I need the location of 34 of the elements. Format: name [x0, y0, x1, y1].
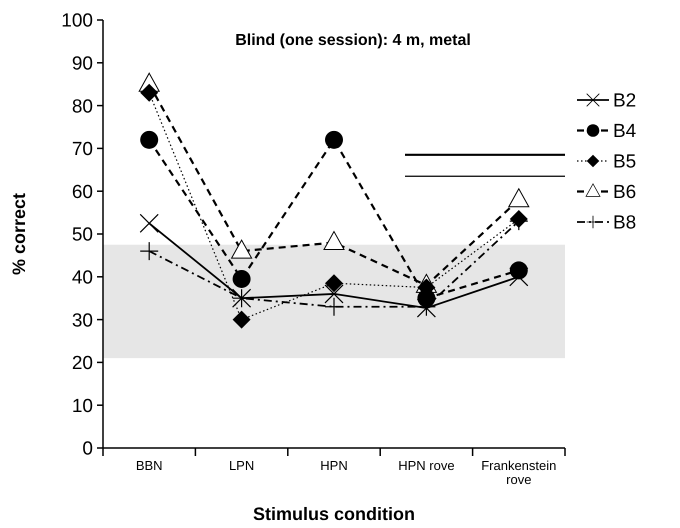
point — [140, 130, 158, 149]
point — [325, 130, 343, 149]
y-tick-label: 60 — [72, 182, 93, 203]
point — [325, 274, 343, 292]
legend-label: B5 — [613, 152, 636, 173]
x-tick-label: HPN rove — [398, 458, 455, 473]
legend-label: B2 — [613, 90, 636, 112]
text: Blind (one session): 4 m, metal — [235, 32, 471, 49]
legend-label: B4 — [613, 121, 637, 142]
point — [140, 214, 159, 233]
y-tick-label: 80 — [72, 96, 93, 118]
x-tick-label: BBN — [136, 458, 163, 473]
x-tick-label: Frankenstein rove — [481, 458, 556, 487]
y-tick-label: 100 — [61, 10, 93, 32]
y-tick-label: 20 — [72, 353, 93, 374]
y-tick-label: 30 — [72, 310, 93, 332]
point — [232, 270, 251, 288]
point — [140, 242, 159, 261]
point — [509, 267, 528, 286]
y-tick-label: 10 — [72, 396, 93, 417]
x-axis-title: Stimulus condition — [253, 504, 415, 524]
point — [232, 310, 251, 329]
legend-label: B8 — [613, 212, 636, 234]
x-tick-label: LPN — [228, 458, 254, 473]
y-tick-label: 50 — [72, 224, 93, 246]
legend-label: B6 — [613, 182, 636, 204]
point — [324, 284, 344, 304]
y-tick-label: 90 — [72, 53, 93, 74]
y-tick-label: 40 — [72, 267, 93, 288]
y-axis-title: % correct — [9, 192, 29, 276]
y-tick-label: 70 — [72, 139, 93, 160]
point — [140, 84, 158, 102]
x-tick-label: HPN — [320, 458, 348, 473]
y-tick-label: 0 — [82, 438, 93, 460]
